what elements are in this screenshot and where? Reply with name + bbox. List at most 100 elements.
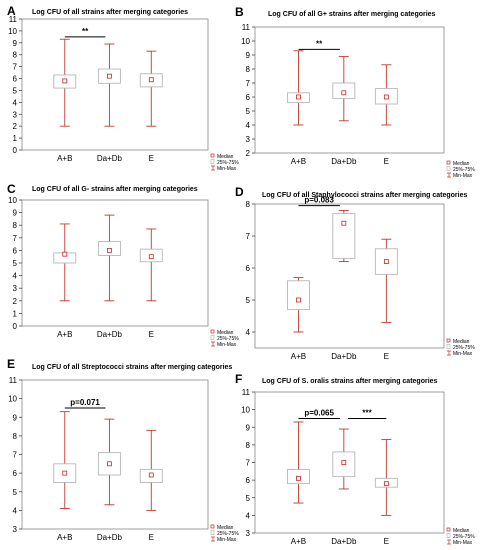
median-marker xyxy=(341,460,347,465)
legend-median-label: Median xyxy=(453,161,470,167)
box-0 xyxy=(287,50,310,126)
panel-letter: E xyxy=(7,357,15,371)
median-marker xyxy=(148,254,154,260)
median-marker xyxy=(383,481,389,487)
y-tick-label: 5 xyxy=(13,488,18,497)
median-marker xyxy=(107,73,112,79)
legend-iqr-swatch xyxy=(446,166,451,171)
legend-median-label: Median xyxy=(217,330,234,336)
y-tick-label: 2 xyxy=(13,297,18,306)
y-tick-label: 6 xyxy=(246,264,251,273)
significance-label: *** xyxy=(362,408,372,417)
y-tick-label: 2 xyxy=(246,149,251,158)
chart-title: Log CFU of all Streptococci strains afte… xyxy=(32,364,232,371)
legend-range-swatch xyxy=(211,341,215,347)
box-1 xyxy=(332,428,356,490)
legend-median-swatch xyxy=(210,153,215,158)
y-tick-label: 7 xyxy=(246,459,251,468)
y-tick-label: 9 xyxy=(246,423,251,432)
box-1 xyxy=(97,214,121,302)
legend-median-label: Median xyxy=(217,154,234,160)
legend-range-label: Min-Max xyxy=(453,351,473,357)
legend-median-swatch xyxy=(210,329,215,334)
y-tick-label: 6 xyxy=(13,75,18,84)
legend-range-label: Min-Max xyxy=(453,173,473,179)
x-category-label: E xyxy=(149,533,154,542)
y-tick-label: 5 xyxy=(246,494,251,503)
panel-letter: B xyxy=(235,5,244,19)
x-category-label: A+B xyxy=(57,533,72,542)
x-category-label: A+B xyxy=(57,154,72,163)
x-category-label: Da+Db xyxy=(331,352,357,361)
median-marker xyxy=(341,220,347,226)
median-marker xyxy=(62,470,68,476)
chart-title: Log CFU of all G- strains after merging … xyxy=(32,186,198,193)
median-marker xyxy=(107,461,112,467)
iqr-box xyxy=(287,280,310,311)
legend-iqr-swatch xyxy=(210,159,215,164)
y-tick-label: 10 xyxy=(8,27,17,36)
significance-label: p=0.071 xyxy=(70,398,100,407)
chart-title: Log CFU of all G+ strains after merging … xyxy=(268,11,436,18)
x-category-label: E xyxy=(384,352,389,361)
y-tick-label: 11 xyxy=(242,23,251,32)
legend-iqr-swatch xyxy=(210,530,215,535)
legend-iqr-label: 25%-75% xyxy=(217,160,239,166)
chart-title: Log CFU of all Staphylococci strains aft… xyxy=(262,192,467,199)
legend-median-swatch xyxy=(446,527,451,532)
x-category-label: Da+Db xyxy=(331,157,357,166)
x-category-label: Da+Db xyxy=(97,533,123,542)
plot-frame xyxy=(21,199,209,327)
box-0 xyxy=(53,223,77,302)
box-0 xyxy=(53,411,77,509)
panel-letter: D xyxy=(235,185,244,199)
median-marker xyxy=(62,78,68,84)
legend-median-label: Median xyxy=(217,525,234,531)
y-tick-label: 4 xyxy=(13,272,18,281)
panel-f: F Log CFU of S. oralis strains after merg… xyxy=(235,372,475,546)
panel-a: A Log CFU of all strains after merging ca… xyxy=(7,4,239,172)
significance-label: p=0.083 xyxy=(304,196,334,205)
legend-range-swatch xyxy=(211,536,215,542)
y-tick-label: 10 xyxy=(241,406,250,415)
y-tick-label: 11 xyxy=(9,15,18,24)
significance-label: ** xyxy=(316,39,323,48)
y-tick-label: 9 xyxy=(13,209,18,218)
median-marker xyxy=(341,90,347,96)
y-tick-label: 5 xyxy=(13,259,18,268)
box-2 xyxy=(374,64,398,126)
chart-title: Log CFU of all strains after merging cat… xyxy=(32,9,188,16)
x-category-label: Da+Db xyxy=(97,154,123,163)
y-tick-label: 8 xyxy=(246,65,251,74)
y-tick-label: 5 xyxy=(246,107,251,116)
panel-e: E Log CFU of all Streptococci strains aft… xyxy=(7,357,239,543)
y-tick-label: 6 xyxy=(246,476,251,485)
y-tick-label: 10 xyxy=(8,395,17,404)
x-category-label: E xyxy=(149,330,154,339)
y-tick-label: 5 xyxy=(246,296,251,305)
plot-frame xyxy=(21,18,209,151)
y-tick-label: 11 xyxy=(9,376,18,385)
legend-iqr-swatch xyxy=(210,335,215,340)
y-tick-label: 1 xyxy=(13,309,18,318)
legend-iqr-label: 25%-75% xyxy=(453,345,475,351)
panel-b: B Log CFU of all G+ strains after merging… xyxy=(235,5,475,179)
legend-range-swatch xyxy=(447,350,451,356)
panel-letter: C xyxy=(7,182,16,196)
y-tick-label: 6 xyxy=(13,246,18,255)
median-marker xyxy=(296,94,301,100)
y-tick-label: 7 xyxy=(13,234,18,243)
y-tick-label: 5 xyxy=(13,86,18,95)
y-tick-label: 7 xyxy=(13,63,18,72)
y-tick-label: 10 xyxy=(8,196,17,205)
y-tick-label: 10 xyxy=(241,37,250,46)
median-marker xyxy=(296,297,301,303)
legend-median-swatch xyxy=(210,524,215,529)
median-marker xyxy=(107,247,112,253)
y-tick-label: 11 xyxy=(242,388,251,397)
legend-range-label: Min-Max xyxy=(453,540,473,546)
